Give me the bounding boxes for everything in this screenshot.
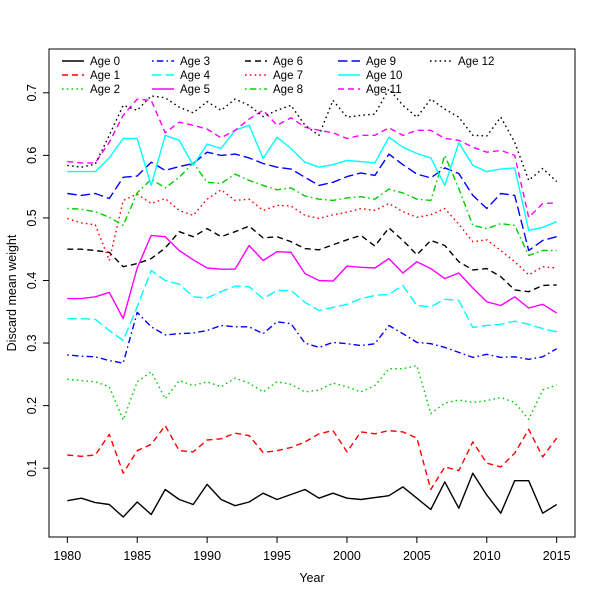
legend-item-age-11: Age 11 [338, 84, 402, 96]
legend-label: Age 2 [90, 84, 120, 96]
series-line-age-12 [67, 88, 558, 183]
y-tick-label-0.6: 0.6 [25, 147, 39, 164]
series-line-age-5 [67, 234, 558, 320]
y-tick-label-0.5: 0.5 [25, 209, 39, 226]
series-line-age-2 [67, 364, 557, 421]
x-tick-label-2010: 2010 [473, 549, 501, 563]
series-line-age-3 [67, 311, 558, 364]
y-tick-label-0.2: 0.2 [25, 397, 39, 414]
legend-label: Age 3 [180, 56, 210, 68]
legend: Age 0 Age 1 Age 2 Age 3 Age 4 Age 5 Age 6 Age 7… [62, 56, 494, 96]
legend-label: Age 0 [90, 56, 120, 68]
legend-item-age-8: Age 8 [245, 84, 303, 96]
x-tick-label-2015: 2015 [543, 549, 571, 563]
x-tick-label-1980: 1980 [53, 549, 81, 563]
y-axis-label: Discard mean weight [5, 234, 19, 351]
series-line-age-11 [67, 98, 557, 219]
legend-label: Age 8 [273, 84, 303, 96]
legend-item-age-7: Age 7 [245, 70, 303, 82]
legend-label: Age 10 [366, 70, 402, 82]
x-tick-label-1990: 1990 [193, 549, 221, 563]
y-tick-label-0.7: 0.7 [25, 84, 39, 101]
legend-item-age-4: Age 4 [152, 70, 211, 82]
series-line-age-9 [67, 151, 557, 252]
series-line-age-6 [67, 225, 557, 293]
legend-item-age-0: Age 0 [62, 56, 120, 68]
x-axis-label: Year [299, 571, 324, 585]
legend-label: Age 5 [180, 84, 210, 96]
series-line-age-4 [67, 269, 557, 342]
series-line-age-10 [67, 124, 557, 232]
legend-label: Age 1 [90, 70, 120, 82]
legend-label: Age 11 [366, 84, 402, 96]
legend-item-age-1: Age 1 [62, 70, 120, 82]
x-tick-label-1985: 1985 [123, 549, 151, 563]
legend-item-age-12: Age 12 [430, 56, 494, 68]
legend-label: Age 6 [273, 56, 303, 68]
legend-item-age-10: Age 10 [338, 70, 402, 82]
x-tick-label-1995: 1995 [263, 549, 291, 563]
legend-item-age-9: Age 9 [338, 56, 396, 68]
legend-item-age-5: Age 5 [152, 84, 210, 96]
x-tick-label-2000: 2000 [333, 549, 361, 563]
legend-item-age-3: Age 3 [152, 56, 210, 68]
y-tick-label-0.1: 0.1 [25, 459, 39, 476]
legend-label: Age 4 [180, 70, 211, 82]
plot-box [48, 48, 576, 538]
series-line-age-0 [67, 472, 558, 518]
legend-label: Age 9 [366, 56, 396, 68]
x-tick-label-2005: 2005 [403, 549, 431, 563]
legend-label: Age 7 [273, 70, 303, 82]
legend-item-age-6: Age 6 [245, 56, 303, 68]
y-tick-label-0.3: 0.3 [25, 334, 39, 351]
series-line-age-1 [67, 424, 558, 491]
series-line-age-8 [67, 154, 557, 257]
legend-item-age-2: Age 2 [62, 84, 120, 96]
y-tick-label-0.4: 0.4 [25, 272, 39, 289]
legend-label: Age 12 [458, 56, 494, 68]
